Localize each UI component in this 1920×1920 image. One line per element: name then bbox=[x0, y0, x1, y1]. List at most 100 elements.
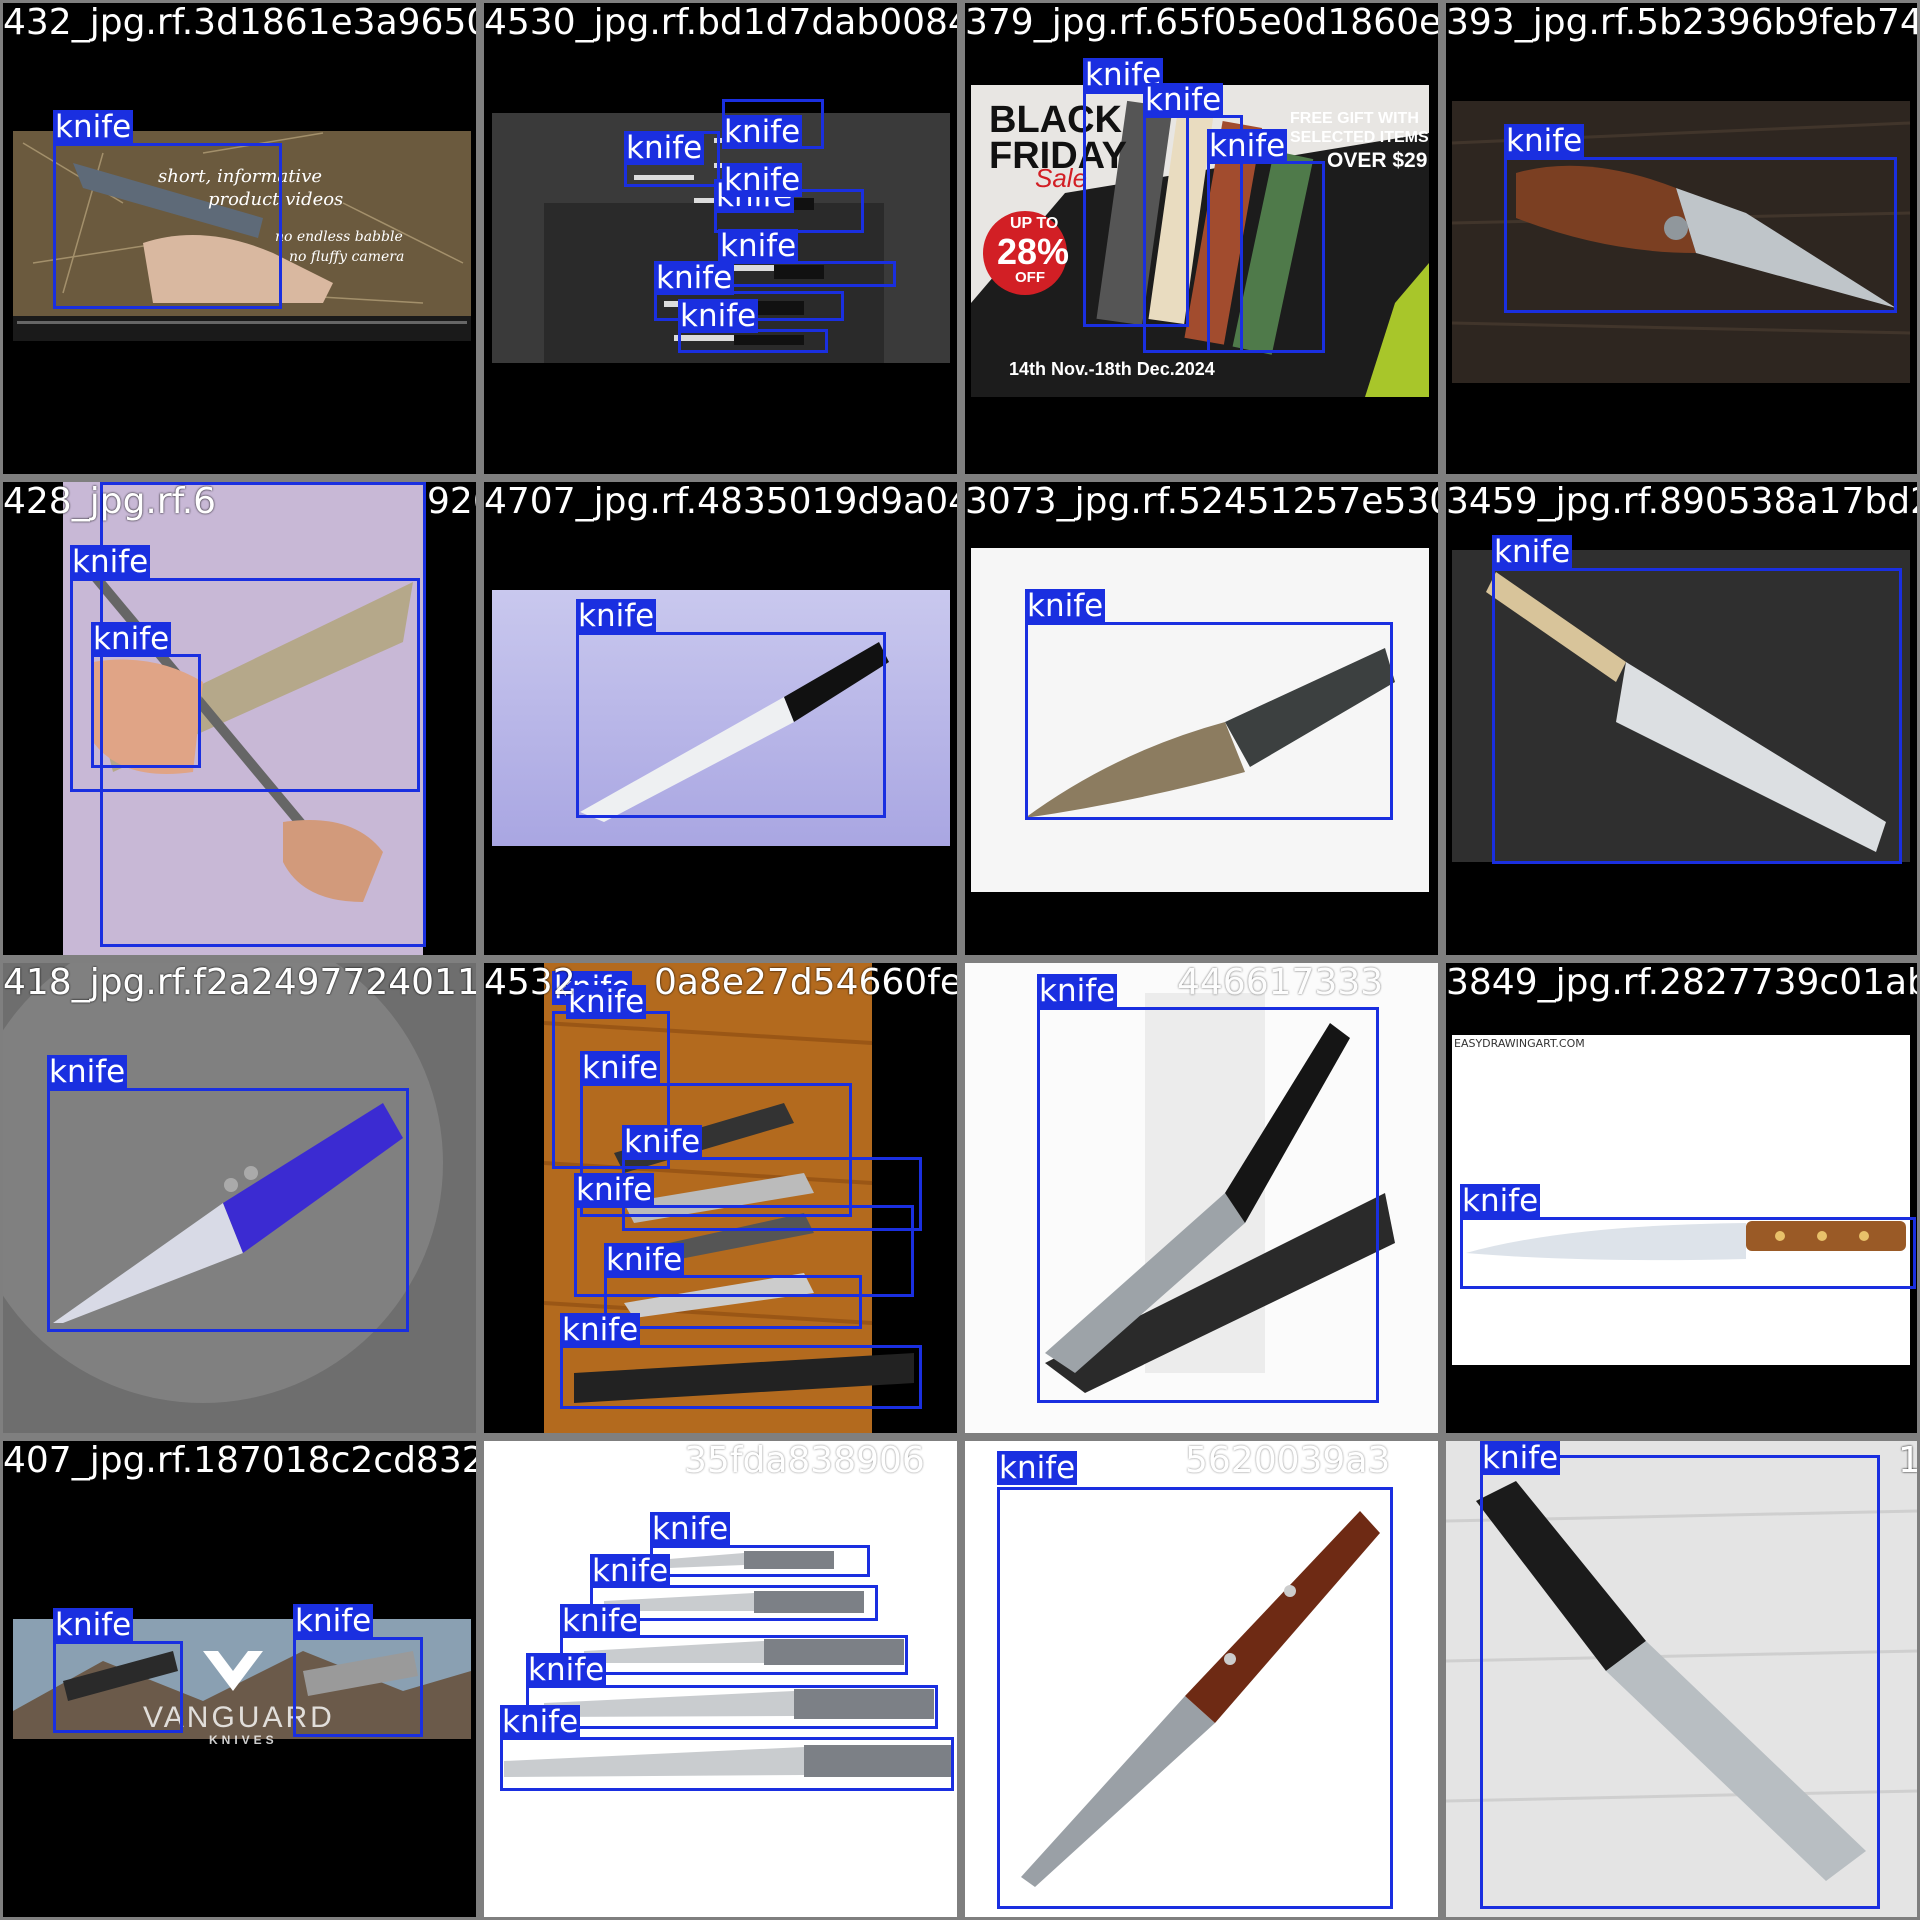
tile-filename: 4532 bbox=[484, 963, 576, 1003]
brand-logo-subtext: KNIVES bbox=[209, 1733, 278, 1747]
banner-dates: 14th Nov.-18th Dec.2024 bbox=[1009, 359, 1215, 379]
tile-14[interactable]: knife knife knife knife knife 35fda83890… bbox=[484, 1441, 957, 1917]
tile-9[interactable]: knife 418_jpg.rf.f2a2497724011da bbox=[3, 963, 476, 1433]
tile-filename-tail: 35fda838906 bbox=[684, 1441, 925, 1481]
detection-box[interactable] bbox=[1460, 1217, 1916, 1289]
detection-box[interactable] bbox=[1083, 91, 1189, 327]
detection-label: knife bbox=[560, 1312, 641, 1348]
overlay-text-3: no endless babble bbox=[275, 229, 403, 245]
detection-box[interactable] bbox=[997, 1487, 1393, 1909]
detection-label: knife bbox=[53, 1607, 134, 1643]
tile-5[interactable]: knife knife 428_jpg.rf.6 926 bbox=[3, 482, 476, 955]
detection-box[interactable] bbox=[574, 1205, 914, 1297]
tile-12[interactable]: EASYDRAWINGART.COM knife 3849_jpg.rf.282… bbox=[1446, 963, 1917, 1433]
detection-box[interactable] bbox=[590, 1585, 878, 1621]
brand-logo-text: VANGUARD bbox=[143, 1701, 335, 1734]
detection-label: knife bbox=[590, 1553, 671, 1589]
detection-box[interactable] bbox=[718, 261, 896, 287]
detection-box[interactable] bbox=[53, 1641, 183, 1733]
tile-filename: 407_jpg.rf.187018c2cd83254 bbox=[3, 1441, 476, 1481]
detection-label: knife bbox=[560, 1603, 641, 1639]
detection-box[interactable] bbox=[1492, 568, 1902, 864]
overlay-text-2: product videos bbox=[208, 189, 344, 210]
detection-label: knife bbox=[654, 260, 735, 296]
detection-label: knife bbox=[1460, 1183, 1541, 1219]
detection-label: knife bbox=[500, 1704, 581, 1740]
tile-2[interactable]: knife knife knife knife knife knife knif… bbox=[484, 3, 957, 474]
detection-label: knife bbox=[293, 1603, 374, 1639]
site-watermark: EASYDRAWINGART.COM bbox=[1454, 1037, 1585, 1050]
tile-filename: 4530_jpg.rf.bd1d7dab0084e4ee3e bbox=[484, 3, 957, 43]
photo-2 bbox=[484, 3, 957, 474]
detection-box[interactable] bbox=[1037, 1007, 1379, 1403]
tile-filename: 432_jpg.rf.3d1861e3a96507 bbox=[3, 3, 476, 43]
tile-filename-tail: 1 bbox=[1898, 1441, 1917, 1481]
detection-label: knife bbox=[678, 298, 759, 334]
detection-box[interactable] bbox=[53, 143, 282, 309]
detection-label: knife bbox=[604, 1242, 685, 1278]
tile-11[interactable]: knife 446617333 bbox=[965, 963, 1438, 1433]
tile-filename: 418_jpg.rf.f2a2497724011da bbox=[3, 963, 476, 1003]
detection-box[interactable] bbox=[100, 482, 426, 947]
detection-box[interactable] bbox=[91, 654, 201, 768]
tile-filename: 3459_jpg.rf.890538a17bd284c bbox=[1446, 482, 1917, 522]
detection-box[interactable] bbox=[526, 1685, 938, 1729]
tile-filename-tail: 446617333 bbox=[1177, 963, 1384, 1003]
tile-6[interactable]: knife 4707_jpg.rf.4835019d9a04e089 bbox=[484, 482, 957, 955]
banner-off: OFF bbox=[1015, 269, 1045, 286]
photo-13 bbox=[3, 1441, 476, 1917]
tile-1[interactable]: short, informative product videos no end… bbox=[3, 3, 476, 474]
tile-4[interactable]: knife 393_jpg.rf.5b2396b9feb74b8 bbox=[1446, 3, 1917, 474]
detection-label: knife bbox=[566, 984, 647, 1020]
detection-box[interactable] bbox=[70, 578, 420, 792]
detection-box[interactable] bbox=[1025, 622, 1393, 820]
banner-title-3: Sale bbox=[1035, 163, 1088, 193]
tile-filename: 3849_jpg.rf.2827739c01abac bbox=[1446, 963, 1917, 1003]
detection-label: knife bbox=[47, 1054, 128, 1090]
photo-4 bbox=[1446, 3, 1917, 474]
detection-label: knife bbox=[1492, 534, 1573, 570]
detection-label: knife bbox=[574, 1172, 655, 1208]
banner-gift: FREE GIFT WITH SELECTED ITEMS bbox=[1290, 110, 1429, 146]
detection-label: knife bbox=[722, 162, 803, 198]
detection-box[interactable] bbox=[1504, 157, 1897, 313]
detection-label: knife bbox=[718, 228, 799, 264]
banner-over: OVER $29 bbox=[1327, 149, 1428, 172]
tile-filename-tail: 926 bbox=[427, 482, 476, 522]
detection-label: knife bbox=[1037, 973, 1118, 1009]
tile-filename: 3073_jpg.rf.52451257e5308c bbox=[965, 482, 1438, 522]
detection-box[interactable] bbox=[500, 1737, 954, 1791]
tile-7[interactable]: knife 3073_jpg.rf.52451257e5308c bbox=[965, 482, 1438, 955]
detection-box[interactable] bbox=[1480, 1455, 1880, 1909]
detection-label: knife bbox=[70, 544, 151, 580]
detection-box[interactable] bbox=[576, 632, 886, 818]
detection-box[interactable] bbox=[580, 1083, 852, 1217]
banner-percent: 28% bbox=[997, 231, 1070, 272]
detection-label: knife bbox=[622, 1124, 703, 1160]
tile-15[interactable]: knife 5620039a3 bbox=[965, 1441, 1438, 1917]
detection-label: knife bbox=[650, 1511, 731, 1547]
detection-label: knife bbox=[526, 1652, 607, 1688]
tile-10[interactable]: knife knife knife knife knife knife knif… bbox=[484, 963, 957, 1433]
detection-box[interactable] bbox=[47, 1088, 409, 1332]
detection-label: knife bbox=[624, 130, 705, 166]
photo-1 bbox=[3, 3, 476, 474]
tile-16[interactable]: knife 1 bbox=[1446, 1441, 1917, 1917]
detection-box[interactable] bbox=[650, 1545, 870, 1577]
detection-box[interactable] bbox=[1207, 161, 1325, 353]
detection-label: knife bbox=[1025, 588, 1106, 624]
banner-title-1: BLACK bbox=[989, 99, 1122, 141]
photo-15 bbox=[965, 1441, 1438, 1917]
detection-box[interactable] bbox=[560, 1345, 922, 1409]
detection-box[interactable] bbox=[293, 1637, 423, 1737]
photo-16 bbox=[1446, 1441, 1917, 1917]
detection-label: knife bbox=[722, 114, 803, 150]
detection-label: knife bbox=[580, 1050, 661, 1086]
detection-box[interactable] bbox=[604, 1275, 862, 1329]
tile-8[interactable]: knife 3459_jpg.rf.890538a17bd284c bbox=[1446, 482, 1917, 955]
tile-3[interactable]: BLACK FRIDAY Sale UP TO 28% OFF FREE GIF… bbox=[965, 3, 1438, 474]
tile-13[interactable]: VANGUARD KNIVES knife knife 407_jpg.rf.1… bbox=[3, 1441, 476, 1917]
detection-box[interactable] bbox=[560, 1635, 908, 1675]
banner-upto: UP TO bbox=[1010, 215, 1059, 232]
detection-label: knife bbox=[1504, 123, 1585, 159]
